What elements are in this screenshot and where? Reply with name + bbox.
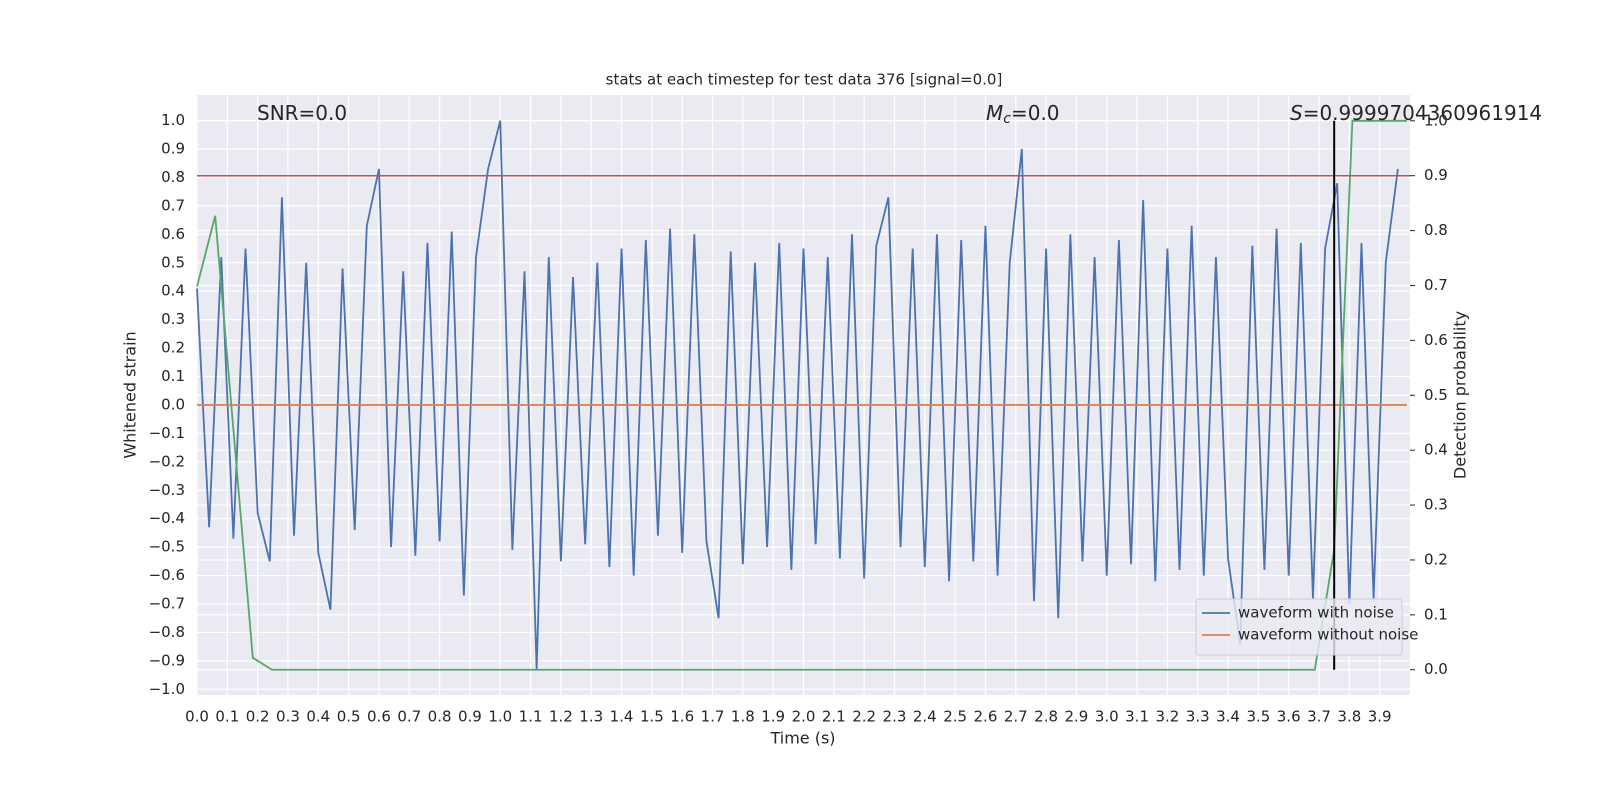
annotation-text: =0.9999704360961914 <box>1303 101 1542 125</box>
x-tick-label: 2.6 <box>974 708 998 726</box>
x-tick-label: 3.3 <box>1186 708 1210 726</box>
x-tick-label: 1.8 <box>731 708 755 726</box>
y2-tick-label: 0.7 <box>1424 276 1448 294</box>
x-tick-label: 3.2 <box>1155 708 1179 726</box>
y2-tick-label: 0.5 <box>1424 386 1448 404</box>
y-tick-label: −0.2 <box>149 452 185 470</box>
x-tick-label: 0.9 <box>458 708 482 726</box>
x-tick-label: 2.8 <box>1034 708 1058 726</box>
y-tick-label: −0.3 <box>149 481 185 499</box>
x-tick-label: 3.6 <box>1277 708 1301 726</box>
x-tick-label: 0.1 <box>215 708 239 726</box>
y-tick-label: 0.5 <box>161 253 185 271</box>
y-tick-label: −0.7 <box>149 595 185 613</box>
x-tick-label: 1.1 <box>519 708 543 726</box>
annotation-text: =0.0 <box>1011 101 1060 125</box>
y2-axis-label: Detection probability <box>1451 311 1470 479</box>
series-line <box>196 119 1407 671</box>
y-tick-label: 0.9 <box>161 140 185 158</box>
x-tick-label: 3.4 <box>1216 708 1240 726</box>
y-tick-label: −0.6 <box>149 566 185 584</box>
annotation: Mc=0.0 <box>986 101 1060 128</box>
y2-tick-label: 1.0 <box>1424 111 1448 129</box>
chart-title: stats at each timestep for test data 376… <box>606 71 1003 89</box>
y2-tick-label: 0.6 <box>1424 331 1448 349</box>
x-tick-label: 0.4 <box>306 708 330 726</box>
x-tick-label: 0.2 <box>246 708 270 726</box>
legend-label: waveform without noise <box>1238 626 1418 644</box>
x-tick-label: 1.0 <box>488 708 512 726</box>
annotation-text: SNR=0.0 <box>257 101 347 125</box>
x-tick-label: 1.3 <box>579 708 603 726</box>
y-tick-label: −0.5 <box>149 538 185 556</box>
x-tick-label: 0.6 <box>367 708 391 726</box>
x-tick-label: 0.5 <box>337 708 361 726</box>
x-tick-label: 2.4 <box>913 708 937 726</box>
x-tick-label: 1.6 <box>670 708 694 726</box>
x-tick-label: 0.8 <box>428 708 452 726</box>
x-tick-label: 3.1 <box>1125 708 1149 726</box>
x-tick-label: 3.8 <box>1337 708 1361 726</box>
series-line <box>196 120 1399 670</box>
y-tick-label: 0.1 <box>161 367 185 385</box>
y-tick-label: −0.8 <box>149 623 185 641</box>
annotation-subscript: c <box>1003 111 1011 127</box>
y2-tick-label: 0.0 <box>1424 660 1448 678</box>
annotation-symbol: M <box>986 101 1003 125</box>
x-tick-label: 3.0 <box>1095 708 1119 726</box>
x-tick-label: 2.1 <box>822 708 846 726</box>
annotation: S=0.9999704360961914 <box>1290 101 1542 125</box>
x-tick-label: 2.7 <box>1004 708 1028 726</box>
x-tick-label: 3.5 <box>1246 708 1270 726</box>
y2-tick-label: 0.9 <box>1424 166 1448 184</box>
y2-tick-label: 0.2 <box>1424 550 1448 568</box>
legend-label: waveform with noise <box>1238 604 1394 622</box>
y-tick-label: 1.0 <box>161 111 185 129</box>
legend-box <box>1195 598 1403 656</box>
y-tick-label: 0.0 <box>161 395 185 413</box>
x-tick-label: 1.7 <box>701 708 725 726</box>
y-tick-label: −0.1 <box>149 424 185 442</box>
annotation-symbol: S <box>1290 101 1303 125</box>
y-tick-label: 0.2 <box>161 339 185 357</box>
annotation: SNR=0.0 <box>257 101 347 125</box>
y2-tick-label: 0.8 <box>1424 221 1448 239</box>
x-tick-label: 0.0 <box>185 708 209 726</box>
x-tick-label: 0.3 <box>276 708 300 726</box>
x-tick-label: 1.2 <box>549 708 573 726</box>
x-axis-label: Time (s) <box>769 729 835 748</box>
y2-tick-label: 0.1 <box>1424 605 1448 623</box>
x-tick-label: 2.0 <box>792 708 816 726</box>
x-tick-label: 0.7 <box>397 708 421 726</box>
x-tick-label: 2.2 <box>852 708 876 726</box>
x-tick-label: 2.9 <box>1064 708 1088 726</box>
y2-tick-label: 0.3 <box>1424 496 1448 514</box>
x-tick-label: 3.7 <box>1307 708 1331 726</box>
y-tick-label: −0.4 <box>149 509 185 527</box>
y-tick-label: 0.6 <box>161 225 185 243</box>
x-tick-label: 3.9 <box>1368 708 1392 726</box>
y-tick-label: −0.9 <box>149 651 185 669</box>
x-tick-label: 1.9 <box>761 708 785 726</box>
y-tick-label: 0.7 <box>161 196 185 214</box>
x-tick-label: 2.5 <box>943 708 967 726</box>
x-tick-label: 1.5 <box>640 708 664 726</box>
y-axis-label: Whitened strain <box>121 331 140 458</box>
y-tick-label: −1.0 <box>149 680 185 698</box>
y2-tick-label: 0.4 <box>1424 441 1448 459</box>
y-tick-label: 0.4 <box>161 282 185 300</box>
y-tick-label: 0.3 <box>161 310 185 328</box>
x-tick-label: 2.3 <box>883 708 907 726</box>
y-tick-label: 0.8 <box>161 168 185 186</box>
x-tick-label: 1.4 <box>610 708 634 726</box>
